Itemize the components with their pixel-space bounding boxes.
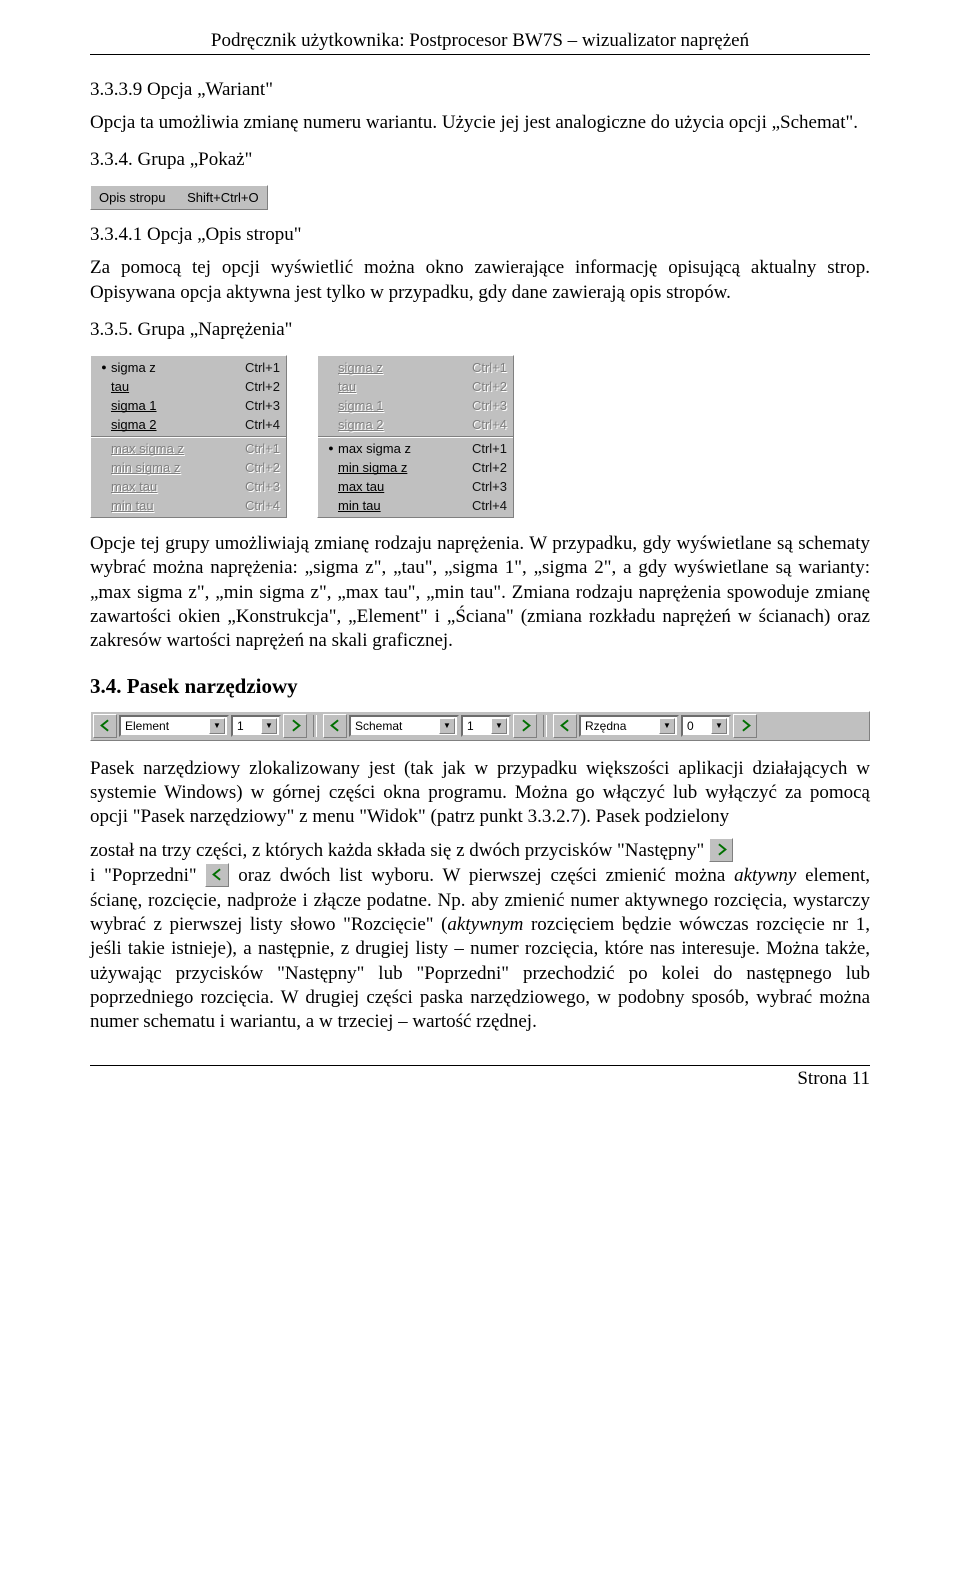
heading-34: 3.4. Pasek narzędziowy	[90, 674, 870, 699]
chevron-down-icon: ▼	[261, 718, 277, 734]
chevron-down-icon: ▼	[209, 718, 225, 734]
menu-item: tau Ctrl+2	[318, 377, 513, 396]
toolbar-group-3: Rzędna ▼ 0 ▼	[553, 714, 757, 738]
menu-item[interactable]: min tau Ctrl+4	[318, 496, 513, 515]
select-ordinate-value[interactable]: 0 ▼	[681, 715, 731, 737]
naprezenia-menu-right: sigma z Ctrl+1 tau Ctrl+2 sigma 1 Ctrl+3…	[317, 355, 514, 518]
heading-3339: 3.3.3.9 Opcja „Wariant"	[90, 79, 870, 101]
menu-item-shortcut: Shift+Ctrl+O	[187, 190, 259, 205]
menu-item: sigma z Ctrl+1	[318, 358, 513, 377]
menu-item: sigma 2 Ctrl+4	[318, 415, 513, 434]
next-button[interactable]	[733, 714, 757, 738]
menu-item[interactable]: min sigma z Ctrl+2	[318, 458, 513, 477]
chevron-down-icon: ▼	[439, 718, 455, 734]
select-ordinate-type[interactable]: Rzędna ▼	[579, 715, 679, 737]
para-3339: Opcja ta umożliwia zmianę numeru wariant…	[90, 111, 870, 135]
naprezenia-menu-left: ● sigma z Ctrl+1 tau Ctrl+2 sigma 1 Ctrl…	[90, 355, 287, 518]
menu-item-label: Opis stropu	[99, 190, 165, 205]
menu-item[interactable]: sigma 2 Ctrl+4	[91, 415, 286, 434]
select-schema-type[interactable]: Schemat ▼	[349, 715, 459, 737]
next-button[interactable]	[283, 714, 307, 738]
chevron-down-icon: ▼	[491, 718, 507, 734]
bullet-icon: ●	[324, 443, 338, 453]
select-element-number[interactable]: 1 ▼	[231, 715, 281, 737]
prev-button[interactable]	[93, 714, 117, 738]
menu-item: max sigma z Ctrl+1	[91, 436, 286, 458]
toolbar: Element ▼ 1 ▼ Schemat ▼ 1 ▼	[90, 711, 870, 741]
menu-item: min sigma z Ctrl+2	[91, 458, 286, 477]
heading-3341: 3.3.4.1 Opcja „Opis stropu"	[90, 224, 870, 246]
menu-item[interactable]: max tau Ctrl+3	[318, 477, 513, 496]
bullet-icon: ●	[97, 362, 111, 372]
next-button[interactable]	[513, 714, 537, 738]
document-page: Podręcznik użytkownika: Postprocesor BW7…	[0, 0, 960, 1130]
prev-arrow-icon	[205, 863, 229, 887]
menu-item[interactable]: sigma 1 Ctrl+3	[91, 396, 286, 415]
page-footer: Strona 11	[90, 1066, 870, 1090]
menu-item[interactable]: tau Ctrl+2	[91, 377, 286, 396]
menu-item[interactable]: ● max sigma z Ctrl+1	[318, 436, 513, 458]
para-34-1: Pasek narzędziowy zlokalizowany jest (ta…	[90, 757, 870, 830]
chevron-down-icon: ▼	[711, 718, 727, 734]
prev-button[interactable]	[553, 714, 577, 738]
toolbar-separator	[313, 715, 317, 737]
menu-item: min tau Ctrl+4	[91, 496, 286, 515]
toolbar-separator	[543, 715, 547, 737]
select-element-type[interactable]: Element ▼	[119, 715, 229, 737]
toolbar-group-2: Schemat ▼ 1 ▼	[323, 714, 537, 738]
para-3341: Za pomocą tej opcji wyświetlić można okn…	[90, 256, 870, 305]
chevron-down-icon: ▼	[659, 718, 675, 734]
menu-item[interactable]: ● sigma z Ctrl+1	[91, 358, 286, 377]
next-arrow-icon	[709, 838, 733, 862]
heading-335: 3.3.5. Grupa „Naprężenia"	[90, 319, 870, 341]
heading-334: 3.3.4. Grupa „Pokaż"	[90, 149, 870, 171]
menu-item: sigma 1 Ctrl+3	[318, 396, 513, 415]
page-header: Podręcznik użytkownika: Postprocesor BW7…	[90, 30, 870, 55]
menu-item: max tau Ctrl+3	[91, 477, 286, 496]
para-335: Opcje tej grupy umożliwiają zmianę rodza…	[90, 532, 870, 654]
naprezenia-menus: ● sigma z Ctrl+1 tau Ctrl+2 sigma 1 Ctrl…	[90, 355, 870, 518]
select-schema-number[interactable]: 1 ▼	[461, 715, 511, 737]
toolbar-group-1: Element ▼ 1 ▼	[93, 714, 307, 738]
menu-opis-stropu[interactable]: Opis stropu Shift+Ctrl+O	[90, 185, 268, 210]
para-34-2: został na trzy części, z których każda s…	[90, 839, 870, 1034]
prev-button[interactable]	[323, 714, 347, 738]
